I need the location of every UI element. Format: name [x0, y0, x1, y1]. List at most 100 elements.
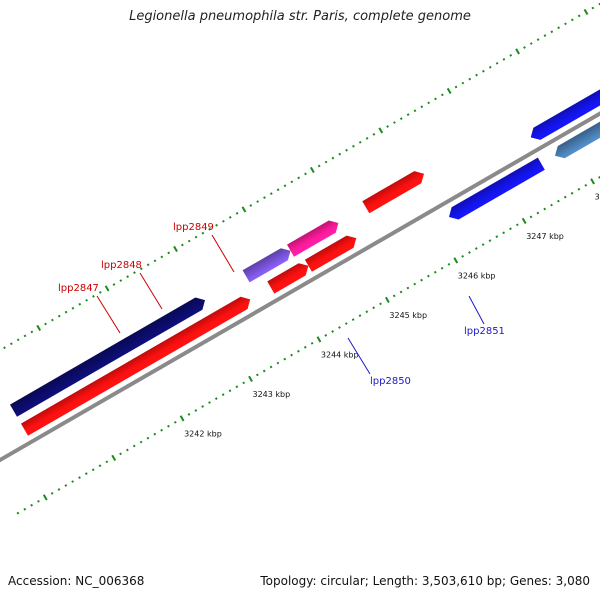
inner-tick — [132, 444, 136, 448]
inner-tick — [283, 357, 287, 361]
outer-tick — [529, 42, 533, 45]
outer-tick-ring — [3, 2, 600, 350]
inner-tick — [91, 468, 95, 472]
inner-tick — [392, 294, 396, 298]
genome-backbone — [0, 111, 600, 463]
scale-label: 3244 kbp — [321, 350, 359, 359]
inner-tick — [379, 302, 382, 306]
outer-tick — [427, 101, 431, 105]
gene-label[interactable]: lpp2850 — [370, 376, 411, 387]
outer-tick — [85, 298, 88, 302]
inner-tick — [153, 432, 157, 436]
inner-tick — [303, 345, 307, 349]
inner-tick — [146, 436, 150, 440]
gene-feature[interactable] — [267, 263, 309, 294]
inner-tick — [481, 243, 485, 246]
scale-label: 3243 kbp — [253, 390, 291, 399]
outer-tick — [112, 283, 116, 286]
inner-tick — [42, 494, 48, 501]
gene-feature[interactable] — [21, 296, 251, 436]
inner-tick — [420, 278, 423, 282]
inner-tick — [584, 183, 588, 187]
gene-feature[interactable] — [10, 297, 205, 417]
outer-tick — [256, 200, 259, 203]
inner-tick — [316, 336, 322, 343]
inner-tick — [256, 373, 259, 377]
inner-tick — [521, 217, 527, 224]
inner-tick — [98, 464, 102, 468]
inner-tick — [590, 178, 595, 185]
inner-tick — [331, 330, 334, 333]
gene-feature[interactable] — [304, 235, 357, 272]
inner-tick — [543, 207, 547, 211]
outer-tick — [78, 302, 82, 306]
outer-tick — [577, 14, 581, 18]
outer-tick — [173, 245, 178, 253]
inner-tick — [269, 365, 273, 369]
outer-tick — [36, 324, 42, 332]
inner-tick — [187, 413, 191, 416]
inner-tick — [509, 227, 512, 231]
inner-tick — [502, 231, 506, 235]
outer-tick — [139, 267, 143, 271]
inner-tick — [338, 326, 341, 329]
gene-feature[interactable] — [449, 157, 545, 220]
outer-tick — [23, 334, 27, 338]
outer-tick — [434, 97, 437, 101]
outer-tick — [352, 144, 355, 148]
outer-tick — [194, 235, 198, 239]
inner-tick — [276, 361, 280, 365]
scale-label: 3242 kbp — [184, 429, 222, 438]
gene-features — [10, 72, 600, 436]
outer-tick — [16, 338, 20, 342]
outer-tick — [283, 184, 287, 188]
gene-feature[interactable] — [362, 171, 424, 214]
gene-label[interactable]: lpp2851 — [464, 326, 505, 337]
inner-tick — [529, 215, 533, 219]
gene-label[interactable]: lpp2849 — [173, 222, 214, 233]
inner-tick — [488, 239, 492, 242]
outer-tick — [126, 275, 130, 278]
inner-tick — [119, 452, 122, 456]
gene-feature[interactable] — [287, 220, 339, 257]
outer-tick — [378, 127, 384, 134]
outer-tick — [208, 227, 212, 231]
gene-feature[interactable] — [242, 248, 291, 283]
inner-tick — [384, 296, 390, 303]
inner-tick — [105, 460, 109, 464]
inner-tick — [160, 428, 163, 432]
outer-tick — [167, 251, 171, 255]
outer-tick — [399, 117, 403, 120]
inner-tick — [557, 199, 560, 203]
inner-tick — [64, 484, 68, 487]
inner-tick — [365, 310, 369, 314]
outer-tick — [413, 109, 417, 113]
outer-tick — [386, 125, 389, 128]
outer-tick — [104, 285, 110, 292]
inner-tick — [290, 353, 293, 357]
inner-tick — [413, 282, 417, 286]
outer-tick — [64, 310, 68, 314]
gene-label-leader — [96, 295, 121, 334]
scale-label: 3246 kbp — [458, 271, 496, 280]
inner-tick — [235, 385, 239, 389]
outer-tick — [241, 206, 247, 213]
outer-tick — [98, 291, 102, 294]
outer-tick — [30, 330, 34, 334]
inner-tick — [194, 409, 198, 412]
outer-tick — [515, 48, 520, 55]
gene-label[interactable]: lpp2848 — [101, 260, 142, 271]
gene-feature[interactable] — [555, 96, 600, 159]
outer-tick — [446, 87, 452, 95]
gene-feature[interactable] — [530, 72, 600, 140]
outer-tick — [9, 342, 13, 346]
gene-label[interactable]: lpp2847 — [58, 283, 99, 294]
inner-tick — [16, 511, 20, 515]
inner-tick — [358, 314, 362, 318]
outer-tick — [536, 38, 540, 41]
outer-tick — [44, 322, 47, 326]
outer-tick — [3, 346, 6, 350]
inner-tick-ring — [16, 176, 600, 515]
outer-tick — [146, 263, 150, 267]
outer-tick — [583, 8, 589, 16]
